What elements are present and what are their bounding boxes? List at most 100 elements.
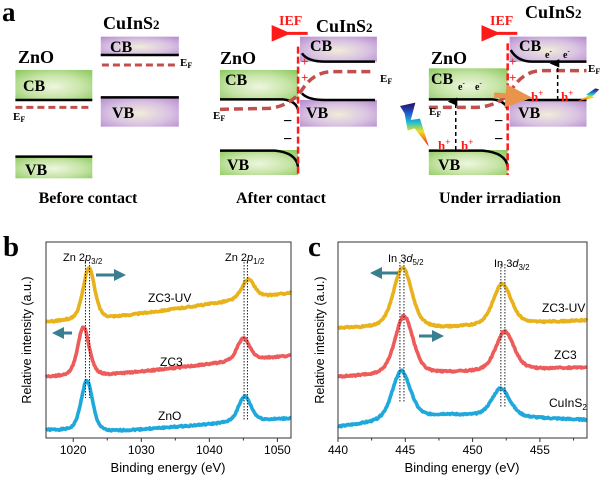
ief-label: IEF: [490, 14, 513, 29]
zno-vb-band: [15, 156, 93, 179]
fermi-label: EF: [13, 111, 25, 124]
fermi-label: EF: [380, 73, 392, 86]
cuins2-cb-band: [509, 36, 587, 62]
fermi-level: [429, 71, 587, 108]
series-line-zc3-uv: [45, 266, 293, 324]
under-irradiation-diagram: [399, 30, 600, 175]
x-tick-label: 440: [328, 443, 348, 457]
series-line-zno: [45, 378, 292, 433]
chart-panel-c: c 440 445 450 455 Binding energy (eV) Relat…: [308, 231, 589, 475]
positive-charge: +: [301, 54, 308, 69]
fermi-level: [220, 72, 375, 110]
cb-label: CB: [225, 72, 248, 89]
x-tick-label: 1050: [264, 443, 291, 457]
vb-label: VB: [438, 157, 461, 174]
negative-charge: −: [494, 113, 503, 130]
zno-vb-edge: [220, 151, 298, 167]
x-axis-label: Binding energy (eV): [405, 460, 520, 475]
zno-label: ZnO: [431, 48, 467, 68]
cuins2-vb-edge: [302, 93, 375, 100]
zno-cb-band: [15, 69, 93, 100]
y-axis-label: Relative intensity (a.u.): [20, 276, 34, 403]
vb-label: VB: [227, 157, 250, 174]
series-line-zc3-uv: [337, 266, 589, 330]
x-axis-label: Binding energy (eV): [111, 460, 226, 475]
zno-label: ZnO: [18, 47, 54, 67]
charge-transfer-arrow: [494, 92, 529, 101]
negative-charge: −: [494, 131, 503, 148]
vb-label: VB: [518, 105, 541, 122]
fermi-label: EF: [588, 63, 600, 76]
cuins2-vb-band: [299, 99, 377, 127]
series-line-zc3: [337, 313, 588, 379]
series-label-cuins2: CuInS2: [549, 396, 587, 412]
electron: e-: [563, 47, 570, 61]
x-tick-label: 445: [395, 443, 415, 457]
cb-label: CB: [431, 71, 454, 88]
negative-charge: −: [283, 131, 292, 148]
cuins2-cb-edge: [302, 53, 375, 61]
series-label-zc3-uv: ZC3-UV: [542, 301, 585, 315]
x-tick-label: 1040: [196, 443, 223, 457]
cuins2-cb-band: [299, 36, 377, 62]
light-bolt-icon: [399, 102, 429, 147]
zno-vb-band: [219, 149, 299, 175]
y-axis-label: Relative intensity (a.u.): [313, 276, 327, 403]
under-irradiation-labels: ZnO CuInS2 IEF CB e- e- CB e- e- VB VB E…: [429, 2, 600, 207]
x-tick-label: 1020: [60, 443, 87, 457]
before-contact-labels: ZnO CuInS2 CB VB CB VB EF EF Before cont…: [13, 13, 192, 207]
peak-annotation: Zn 2p3/2: [63, 252, 103, 266]
cuins2-vb-band: [509, 99, 587, 127]
hole: h+: [531, 88, 543, 104]
cb-label: CB: [519, 38, 542, 55]
zno-cb-edge: [220, 99, 298, 110]
vb-label: VB: [25, 162, 48, 179]
cb-label: CB: [23, 78, 46, 95]
series-line-cuins2: [337, 368, 588, 429]
band-diagram-panel: a ZnO CuInS2 CB VB CB VB EF EF Before co…: [2, 0, 600, 207]
plot-frame: [337, 241, 588, 439]
series-line-zc3: [44, 325, 292, 379]
caption-after-contact: After contact: [236, 190, 327, 207]
peak-annotation: In 3d5/2: [388, 253, 424, 267]
caption-before-contact: Before contact: [39, 190, 138, 207]
cb-label: CB: [110, 39, 133, 56]
panel-label-c: c: [308, 231, 321, 263]
series-label-zno: ZnO: [158, 409, 181, 423]
series-label-zc3: ZC3: [160, 355, 183, 369]
peak-annotation: In 3d3/2: [494, 258, 530, 272]
cuins2-cb-band: [100, 36, 179, 55]
before-contact-diagram: [15, 36, 179, 179]
electron: e-: [545, 47, 552, 61]
series-label-zc3-uv: ZC3-UV: [148, 291, 191, 305]
after-contact-labels: ZnO CuInS2 IEF CB CB VB VB EF EF + + − −…: [213, 14, 392, 207]
caption-under-irradiation: Under irradiation: [439, 190, 561, 207]
light-bolt-icon: [576, 88, 600, 102]
peak-annotation: Zn 2p1/2: [225, 252, 265, 266]
x-tick-label: 450: [463, 443, 483, 457]
ief-label: IEF: [279, 14, 302, 29]
fermi-label: EF: [429, 106, 441, 119]
zno-cb-band: [219, 69, 299, 100]
vb-label: VB: [112, 105, 135, 122]
panel-label-a: a: [2, 0, 16, 27]
plot-frame: [45, 241, 292, 439]
x-tick-label: 1030: [128, 443, 155, 457]
hole: h+: [461, 137, 473, 153]
hole: h+: [438, 137, 450, 153]
positive-charge: +: [301, 70, 308, 85]
cuins2-label: CuInS2: [316, 16, 373, 36]
after-contact-diagram: [219, 30, 377, 175]
cuins2-vb-band: [100, 97, 179, 127]
zno-label: ZnO: [220, 48, 256, 68]
fermi-label: EF: [213, 110, 225, 123]
electron: e-: [458, 79, 465, 93]
fermi-label: EF: [180, 57, 192, 70]
series-label-zc3: ZC3: [554, 348, 577, 362]
x-tick-label: 455: [530, 443, 550, 457]
hole: h+: [561, 88, 573, 104]
zno-cb-edge: [429, 99, 508, 110]
cuins2-cb-edge: [511, 50, 587, 62]
negative-charge: −: [283, 113, 292, 130]
positive-charge: +: [509, 54, 516, 69]
